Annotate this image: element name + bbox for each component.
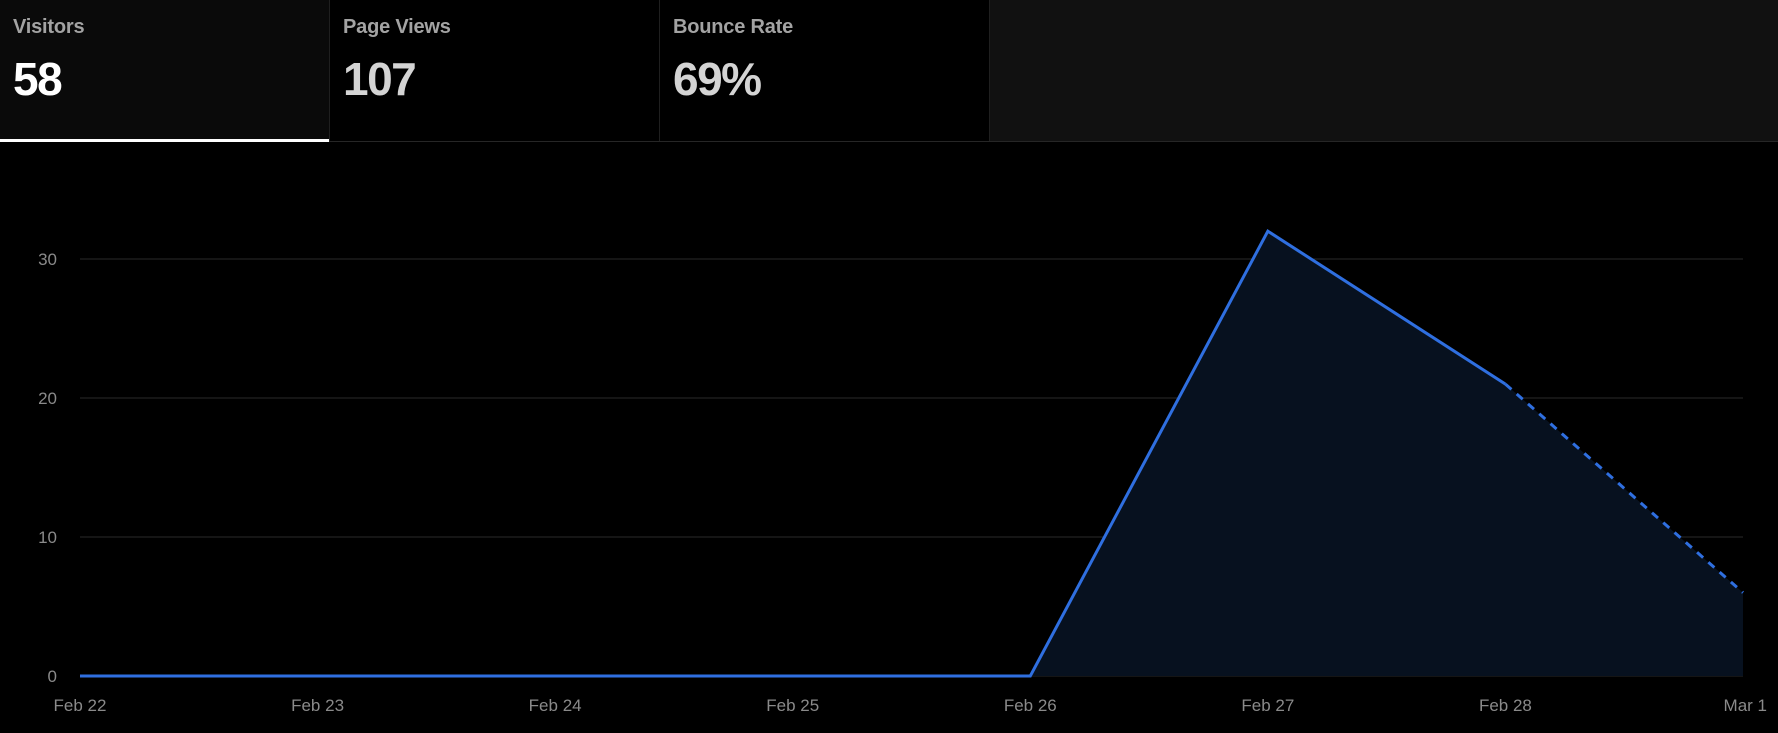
tab-bounce-rate-label: Bounce Rate bbox=[673, 16, 794, 38]
x-axis: Feb 22 Feb 23 Feb 24 Feb 25 Feb 26 Feb 27 Feb … bbox=[54, 696, 1767, 715]
x-tick-label: Feb 23 bbox=[291, 696, 344, 715]
data-point[interactable] bbox=[1739, 589, 1747, 597]
tab-page-views[interactable]: Page Views 107 bbox=[330, 0, 660, 141]
tab-visitors-value: 58 bbox=[13, 53, 63, 105]
tab-page-views-value: 107 bbox=[343, 53, 417, 105]
x-tick-label: Feb 28 bbox=[1479, 696, 1532, 715]
tab-bounce-rate-value: 69% bbox=[673, 53, 762, 105]
x-tick-label: Feb 24 bbox=[529, 696, 582, 715]
area-layer bbox=[80, 231, 1743, 676]
tabs-filler bbox=[990, 0, 1778, 141]
y-tick-label: 30 bbox=[38, 250, 57, 269]
x-tick-label: Feb 26 bbox=[1004, 696, 1057, 715]
series-line-solid bbox=[80, 229, 1507, 678]
tab-visitors[interactable]: Visitors 58 bbox=[0, 0, 330, 142]
series-area bbox=[80, 231, 1743, 676]
x-tick-label: Feb 25 bbox=[766, 696, 819, 715]
tab-bounce-rate[interactable]: Bounce Rate 69% bbox=[660, 0, 990, 141]
data-point[interactable] bbox=[551, 672, 559, 680]
series-line-dashed bbox=[1504, 382, 1744, 594]
metric-tabs: Visitors 58 Page Views 107 Bounce Rate 6… bbox=[0, 0, 1778, 142]
line-layer bbox=[76, 227, 1747, 680]
data-point[interactable] bbox=[1501, 380, 1509, 388]
y-axis: 0 10 20 30 bbox=[38, 250, 57, 686]
x-tick-label: Mar 1 bbox=[1724, 696, 1767, 715]
tab-visitors-label: Visitors bbox=[13, 16, 85, 38]
y-tick-label: 10 bbox=[38, 528, 57, 547]
x-tick-label: Feb 27 bbox=[1241, 696, 1294, 715]
data-point[interactable] bbox=[76, 672, 84, 680]
data-point[interactable] bbox=[314, 672, 322, 680]
visitors-chart: 0 10 20 30 Feb 22 Feb 23 Feb 24 Feb 25 Feb 26 Fe… bbox=[0, 142, 1778, 733]
data-point[interactable] bbox=[789, 672, 797, 680]
x-tick-label: Feb 22 bbox=[54, 696, 107, 715]
y-tick-label: 20 bbox=[38, 389, 57, 408]
data-point[interactable] bbox=[1264, 227, 1272, 235]
tab-page-views-label: Page Views bbox=[343, 16, 451, 38]
y-tick-label: 0 bbox=[48, 667, 57, 686]
data-point[interactable] bbox=[1026, 672, 1034, 680]
